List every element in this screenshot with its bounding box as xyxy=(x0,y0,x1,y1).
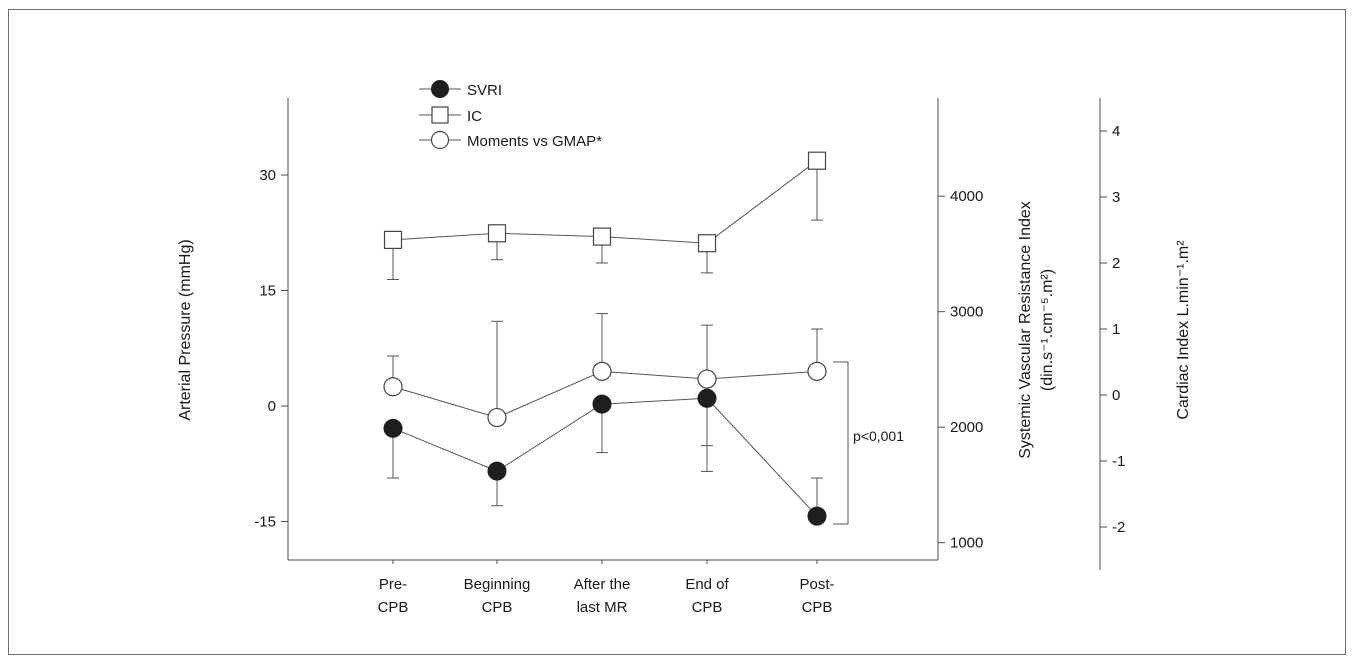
svri-point xyxy=(487,461,507,481)
left-axis-title: Arterial Pressure (mmHg) xyxy=(177,239,194,420)
legend-item-gmap: Moments vs GMAP* xyxy=(419,130,602,150)
category-label-line: Beginning xyxy=(464,576,531,593)
significance-bracket: p<0,001 xyxy=(833,361,904,525)
svri-point xyxy=(383,418,403,438)
svri-axis-tick-label: 4000 xyxy=(950,188,983,205)
legend-ic-marker xyxy=(431,106,449,124)
category-label: After the last MR xyxy=(574,576,631,616)
moments-vs-gmap-point xyxy=(807,361,827,381)
ci-axis-tick-label: 0 xyxy=(1112,387,1120,404)
left-axis-tick-label: -15 xyxy=(254,514,276,531)
legend: SVRI IC Moments vs GMAP* xyxy=(419,80,602,150)
svri-axis-tick-label: 3000 xyxy=(950,304,983,321)
ic-point xyxy=(487,224,507,243)
category-label-line: End of xyxy=(685,576,729,593)
category-label-line: CPB xyxy=(482,599,513,616)
svri-axis-subtitle: (din.s⁻¹.cm⁻⁵.m²) xyxy=(1039,269,1056,391)
ticks-layer: -15 0 15 30 1000 2000 3000 4000 -2 -1 0 1 2 3 4 xyxy=(254,123,1125,564)
moments-vs-gmap-point xyxy=(383,377,403,397)
category-label-line: CPB xyxy=(378,599,409,616)
svri-point xyxy=(807,506,827,526)
legend-item-ic: IC xyxy=(419,106,482,125)
series-layer xyxy=(383,151,827,526)
left-axis-tick-label: 0 xyxy=(268,398,276,415)
ci-axis-tick-label: -2 xyxy=(1112,519,1125,536)
category-label-line: Pre- xyxy=(379,576,407,593)
category-labels: Pre- CPB Beginning CPB After the last MR End o… xyxy=(378,576,835,616)
moments-vs-gmap-point xyxy=(592,361,612,381)
category-label-line: Post- xyxy=(799,576,834,593)
ic-point xyxy=(383,230,403,249)
legend-gmap-label: Moments vs GMAP* xyxy=(467,133,602,150)
category-label-line: CPB xyxy=(802,599,833,616)
category-label: Post- CPB xyxy=(799,576,834,616)
ci-axis-tick-label: 3 xyxy=(1112,189,1120,206)
category-label: Beginning CPB xyxy=(464,576,531,616)
category-label: End of CPB xyxy=(685,576,729,616)
category-label: Pre- CPB xyxy=(378,576,409,616)
figure-frame xyxy=(8,9,1346,655)
svri-line xyxy=(392,397,818,517)
left-axis-tick-label: 15 xyxy=(259,283,276,300)
ci-axis-title: Cardiac Index L.min⁻¹.m² xyxy=(1175,240,1192,420)
svri-point xyxy=(697,388,717,408)
legend-ic-label: IC xyxy=(467,108,482,125)
ci-axis-tick-label: 2 xyxy=(1112,255,1120,272)
ic-point xyxy=(592,227,612,246)
category-label-line: last MR xyxy=(577,599,628,616)
ci-axis-tick-label: 1 xyxy=(1112,321,1120,338)
moments-vs-gmap-point xyxy=(487,407,507,428)
category-label-line: After the xyxy=(574,576,631,593)
moments-vs-gmap-point xyxy=(697,369,717,389)
legend-svri-label: SVRI xyxy=(467,82,502,99)
legend-item-svri: SVRI xyxy=(419,80,502,99)
svri-point xyxy=(592,394,612,414)
category-label-line: CPB xyxy=(692,599,723,616)
legend-gmap-marker xyxy=(430,130,450,150)
left-axis-tick-label: 30 xyxy=(259,167,276,184)
legend-svri-marker xyxy=(431,80,449,98)
ci-axis-tick-label: -1 xyxy=(1112,453,1125,470)
ic-point xyxy=(807,151,827,170)
svri-axis-tick-label: 2000 xyxy=(950,419,983,436)
bracket-line xyxy=(833,361,849,525)
svri-axis-tick-label: 1000 xyxy=(950,535,983,552)
ic-point xyxy=(697,234,717,253)
svri-axis-title: Systemic Vascular Resistance Index xyxy=(1017,201,1034,459)
ci-axis-tick-label: 4 xyxy=(1112,123,1120,140)
p-value-annotation: p<0,001 xyxy=(853,428,904,444)
